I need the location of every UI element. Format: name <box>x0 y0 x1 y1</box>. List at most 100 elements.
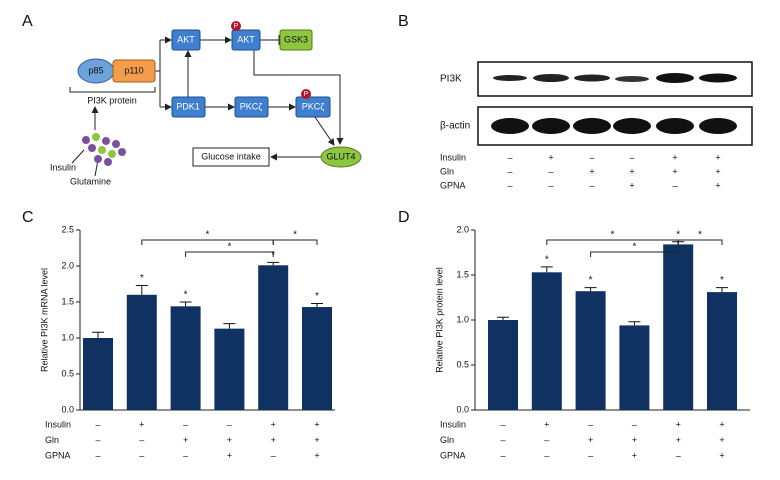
bar <box>531 272 562 410</box>
bands <box>491 73 737 134</box>
treatment-sign: + <box>589 166 594 176</box>
phospho-label: P <box>304 91 309 98</box>
arrow <box>155 40 161 107</box>
node-label: PI3K protein <box>87 95 137 105</box>
treatment-sign: + <box>629 166 634 176</box>
error-bar <box>628 321 641 326</box>
y-tick-label: 2.0 <box>456 224 469 234</box>
node-label: Insulin <box>50 162 76 172</box>
treatment-sign: + <box>139 419 144 429</box>
treatment-sign: – <box>507 166 512 176</box>
y-axis-label: Relative PI3K mRNA level <box>39 268 49 372</box>
bracket-label: * <box>206 230 210 241</box>
treatment-sign: – <box>271 450 276 460</box>
error-bar <box>267 261 280 266</box>
node-label: p110 <box>124 65 143 75</box>
treatment-sign: – <box>632 419 637 429</box>
treatment-sign: – <box>183 450 188 460</box>
bracket <box>272 239 318 245</box>
bar <box>170 306 201 410</box>
treatment-sign: + <box>719 435 724 445</box>
bar <box>126 294 157 410</box>
treatment-sign: + <box>629 180 634 190</box>
treatment-sign: – <box>672 180 677 190</box>
node <box>279 29 313 51</box>
treatment-sign: – <box>544 450 549 460</box>
y-tick-label: 1.5 <box>456 269 469 279</box>
arrow <box>253 50 344 145</box>
treatment-sign: + <box>544 419 549 429</box>
treatment-sign: – <box>507 180 512 190</box>
panel-label: D <box>398 209 410 226</box>
error-bar <box>179 301 192 307</box>
phospho <box>301 89 311 99</box>
error-bar <box>311 302 323 308</box>
western-blot: PI3K β-actin <box>440 61 753 146</box>
bracket <box>185 251 274 257</box>
node-label: GSK3 <box>284 34 308 44</box>
treatment-sign: – <box>548 166 553 176</box>
bracket-label: * <box>611 230 615 241</box>
treatment-sign: – <box>500 450 505 460</box>
node <box>320 146 362 168</box>
inhibit <box>260 35 280 45</box>
y-tick-label: 2.0 <box>61 260 74 270</box>
treatment-name: GPNA <box>440 450 466 460</box>
error-bar <box>223 323 236 329</box>
significance: * <box>184 290 188 301</box>
bar <box>619 325 650 410</box>
treatment-sign: – <box>507 152 512 162</box>
treatment-sign: – <box>588 450 593 460</box>
treatment-sign: + <box>632 450 637 460</box>
error-bar <box>497 316 509 320</box>
treatment-sign: + <box>672 166 677 176</box>
node <box>295 96 331 118</box>
error-bar <box>135 284 148 295</box>
treatment-sign: – <box>95 435 100 445</box>
treatment-sign: – <box>183 419 188 429</box>
treatment-sign: + <box>227 435 232 445</box>
treatment-sign: + <box>715 166 720 176</box>
y-tick-label: 1.0 <box>61 332 74 342</box>
treatment-name: GPNA <box>440 180 466 190</box>
bar <box>258 265 289 410</box>
y-tick-label: 0.5 <box>456 359 469 369</box>
bracket <box>590 251 679 257</box>
treatment-sign: – <box>95 419 100 429</box>
significance: * <box>545 255 549 266</box>
phospho <box>231 21 241 31</box>
treatment-name: Gln <box>45 435 59 445</box>
significance: * <box>676 229 680 240</box>
treatment-sign: – <box>544 435 549 445</box>
node <box>171 29 201 51</box>
treatment-name: Insulin <box>440 419 466 429</box>
arrow <box>314 116 335 146</box>
bar <box>707 292 737 410</box>
bracket-label: * <box>293 230 297 241</box>
significance: * <box>315 291 319 302</box>
bar <box>488 320 518 410</box>
molecules <box>82 133 126 166</box>
phospho-label: P <box>234 23 239 30</box>
bar <box>214 328 245 410</box>
node-label: GLUT4 <box>326 151 355 161</box>
bar <box>83 338 113 410</box>
significance: * <box>589 275 593 286</box>
treatment-sign: – <box>629 152 634 162</box>
treatment-sign: + <box>548 152 553 162</box>
band-label: PI3K <box>440 74 462 85</box>
y-axis-label: Relative PI3K protein level <box>434 267 444 373</box>
treatment-sign: – <box>500 435 505 445</box>
node-label: Glutamine <box>70 176 111 186</box>
node-label: PKCζ <box>302 101 325 111</box>
node <box>231 29 261 51</box>
y-tick-label: 1.0 <box>456 314 469 324</box>
bracket-label: * <box>227 242 231 253</box>
panel-label: A <box>22 13 33 30</box>
node <box>234 96 269 118</box>
treatment-sign: + <box>271 435 276 445</box>
treatment-sign: + <box>227 450 232 460</box>
bar <box>302 307 332 410</box>
treatment-sign: + <box>314 419 319 429</box>
treatment-sign: + <box>715 152 720 162</box>
